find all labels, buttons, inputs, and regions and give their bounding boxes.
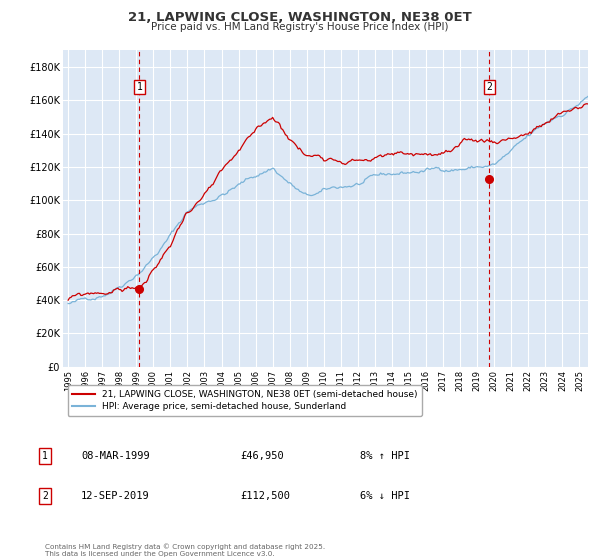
Text: 12-SEP-2019: 12-SEP-2019	[81, 491, 150, 501]
Text: £112,500: £112,500	[240, 491, 290, 501]
Text: 2: 2	[42, 491, 48, 501]
Text: 8% ↑ HPI: 8% ↑ HPI	[360, 451, 410, 461]
Text: Contains HM Land Registry data © Crown copyright and database right 2025.
This d: Contains HM Land Registry data © Crown c…	[45, 544, 325, 557]
Text: 1: 1	[136, 82, 142, 92]
Text: 21, LAPWING CLOSE, WASHINGTON, NE38 0ET: 21, LAPWING CLOSE, WASHINGTON, NE38 0ET	[128, 11, 472, 24]
Text: 1: 1	[42, 451, 48, 461]
Text: 6% ↓ HPI: 6% ↓ HPI	[360, 491, 410, 501]
Text: 2: 2	[487, 82, 492, 92]
Text: Price paid vs. HM Land Registry's House Price Index (HPI): Price paid vs. HM Land Registry's House …	[151, 22, 449, 32]
Text: 08-MAR-1999: 08-MAR-1999	[81, 451, 150, 461]
Text: £46,950: £46,950	[240, 451, 284, 461]
Legend: 21, LAPWING CLOSE, WASHINGTON, NE38 0ET (semi-detached house), HPI: Average pric: 21, LAPWING CLOSE, WASHINGTON, NE38 0ET …	[68, 385, 422, 416]
